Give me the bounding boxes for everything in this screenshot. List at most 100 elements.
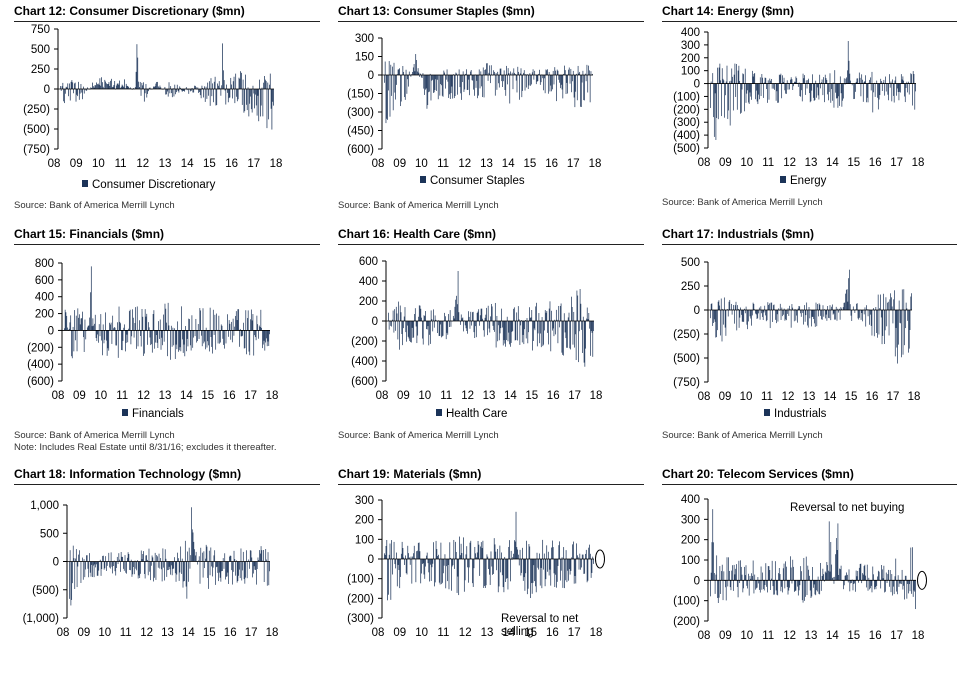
bar [713,310,715,320]
bar [571,75,573,93]
bar [408,321,410,339]
bar [715,574,717,581]
bar [587,75,589,93]
bar [771,560,773,581]
y-tick-label: 400 [681,27,700,39]
bar [717,83,719,120]
bar [777,310,779,322]
bar [155,83,157,89]
bar [195,551,197,562]
bar [765,310,767,322]
bar [870,310,871,315]
bar [531,310,533,321]
bar [219,87,221,89]
bar [881,569,883,581]
bar [896,580,898,595]
bar [495,321,497,348]
bar [159,319,161,331]
x-tick-label: 10 [98,627,111,639]
bar [202,561,204,578]
bar [444,72,446,75]
bar [881,81,882,84]
x-tick-label: 16 [546,627,559,639]
bar [900,83,901,93]
bar [71,561,73,600]
bar [877,570,879,581]
bar [733,74,735,84]
bar [62,82,64,89]
bar [456,73,458,75]
bar [110,80,111,89]
bar [906,81,908,84]
bar [117,322,118,331]
bar [250,309,252,331]
bar [505,559,506,582]
y-tick-label: 100 [681,555,700,567]
bar [778,74,780,84]
bar [482,540,484,559]
bar [575,321,577,361]
bar [70,561,72,606]
bar [88,561,90,578]
bar [710,310,711,319]
bar [191,507,192,562]
bar [200,89,202,99]
bar [232,561,234,572]
bar [388,61,390,75]
bar [115,85,117,89]
bar [723,297,725,310]
bar-series [384,54,593,124]
x-tick-label: 08 [698,157,711,169]
bar [64,89,65,104]
bar [762,77,763,84]
bar [412,321,414,338]
bar [748,573,749,581]
chart-panel-13: Chart 13: Consumer Staples ($mn) 300 150 0… [338,4,648,216]
bar [128,311,130,331]
bar [101,82,103,89]
x-tick-label: 11 [761,391,773,403]
bar [430,559,432,581]
bar [540,321,542,348]
bar [802,310,804,314]
bar [135,307,137,331]
title-rule [662,484,957,485]
bar [838,308,840,310]
bar [821,575,823,581]
bar [815,80,817,84]
bar [870,580,872,586]
bar [835,83,836,93]
x-tick-label: 18 [912,630,925,642]
bar [732,580,734,591]
x-tick-label: 11 [440,390,452,402]
bar-series [384,511,594,601]
bar [585,549,587,559]
x-tick-label: 11 [115,158,127,170]
bar [262,89,264,117]
bar [898,580,900,587]
bar [171,89,172,94]
bar [539,75,541,85]
bar [523,72,524,75]
bar [450,557,451,559]
bar [422,73,424,75]
bar [532,321,534,341]
bar [65,312,67,331]
bar [414,71,416,75]
bar [161,330,163,338]
bar [587,559,589,581]
bar [188,318,190,331]
bar [873,308,874,310]
bar [584,559,586,574]
bar [458,69,460,75]
bar [548,559,550,576]
bar [565,321,567,339]
bar [73,330,75,352]
bar [404,307,406,321]
bar [480,71,482,75]
bar [419,305,421,321]
bar [137,330,139,347]
bar [739,580,741,584]
bar [262,560,263,562]
bar [887,574,889,581]
